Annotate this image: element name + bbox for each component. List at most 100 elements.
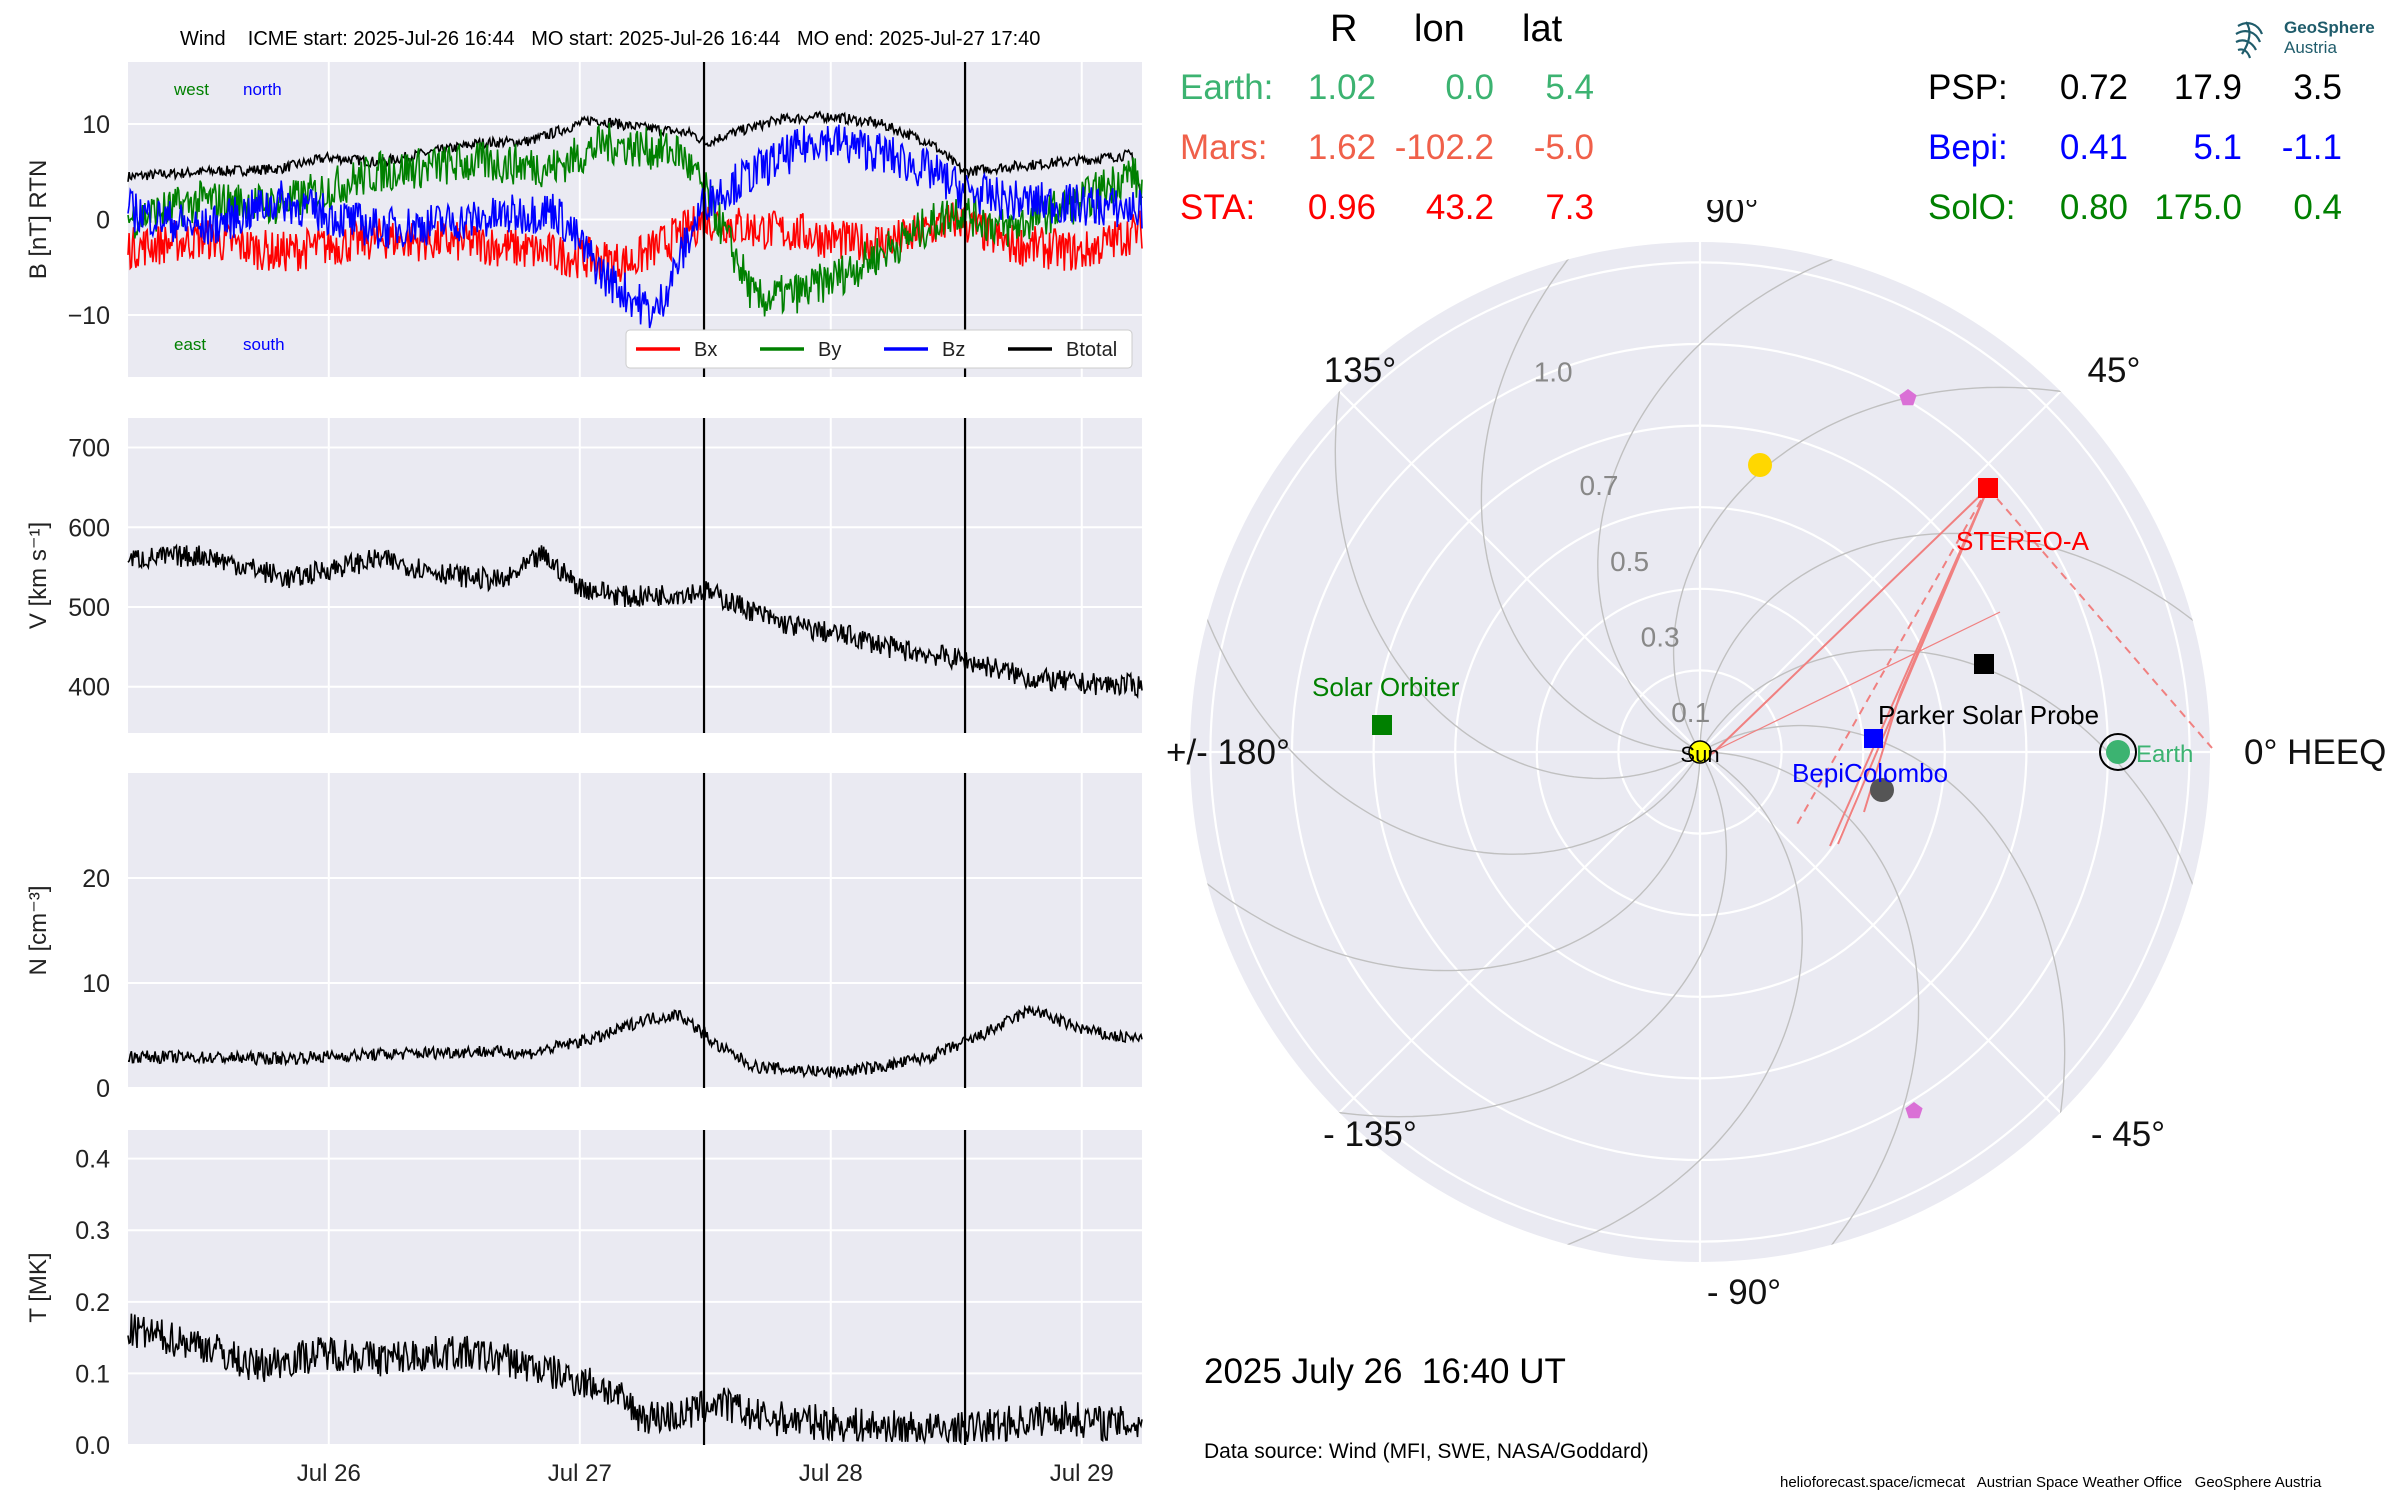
y-tick-label: 400 [68,674,110,702]
series-t [127,1313,1143,1445]
position-name-mars: Mars: [1180,128,1268,167]
polar-angle-label: - 45° [2091,1115,2165,1154]
annotation-west: west [173,80,209,99]
y-axis-label: V [km s⁻¹] [25,522,52,629]
y-axis-label: N [cm⁻³] [25,886,52,976]
panel-bg [128,418,1142,733]
y-tick-label: 0.0 [75,1432,110,1460]
x-tick-label: Jul 29 [1050,1460,1114,1487]
position-R-sta: 0.96 [1307,188,1376,227]
polar-angle-label: 135° [1324,351,1396,390]
polar-angle-label: - 135° [1323,1115,1417,1154]
position-name-earth: Earth: [1180,68,1274,107]
position-name-psp: PSP: [1928,68,2008,107]
stereo-fov-line [1711,611,2001,753]
positions-table: R lon lat Earth: 1.02 0.0 5.4 Mars: 1.62 -102.… [1160,0,2400,240]
series-by [127,122,1143,317]
polar-angle-label: - 90° [1707,1273,1781,1312]
stereo-fov-line [1899,487,1989,695]
position-R-mars: 1.62 [1307,128,1376,167]
y-tick-label: −10 [68,302,110,330]
position-R-psp: 0.72 [2059,68,2128,107]
legend-label: By [818,339,841,361]
geosphere-logo-icon [2235,21,2264,59]
polar-angle-label: 45° [2088,351,2141,390]
y-tick-label: 700 [68,435,110,463]
stereo-fov-line [1863,693,1901,813]
position-lon-earth: 0.0 [1445,68,1494,107]
stereo-a-label: STEREO-A [1956,526,2090,556]
parker-spiral [1190,751,1701,972]
position-lat-solo: 0.4 [2293,188,2342,227]
annotation-east: east [174,335,206,354]
parker-spiral [1305,751,1728,1118]
position-lat-earth: 5.4 [1545,68,1594,107]
polar-spoke [1699,390,2062,753]
panel-b: 10 0 −10 B [nT] RTN west north east south Bx By Bz… [25,62,1143,377]
polar-spoke [1699,751,2062,1114]
y-axis-label: T [MK] [25,1252,52,1322]
polar-r-label: 0.7 [1580,470,1619,501]
parker-spiral [1699,532,2210,753]
position-lat-mars: -5.0 [1533,128,1594,167]
stereo-a-marker [1978,478,1998,498]
position-name-solo: SolO: [1928,188,2016,227]
parker-spiral [1597,246,1865,753]
x-tick-label: Jul 28 [799,1460,863,1487]
panel-v: 700 600 500 400 V [km s⁻¹] [25,418,1143,733]
earth-marker [2106,740,2130,764]
geosphere-logo: GeoSphere Austria [2232,14,2375,64]
psp-label: Parker Solar Probe [1878,700,2099,730]
timeseries-figure: 10 0 −10 B [nT] RTN west north east south Bx By Bz… [25,62,1143,1487]
plot-datetime: 2025 July 26 16:40 UT [1204,1352,1566,1391]
panel-t: 0.4 0.3 0.2 0.1 0.0 T [MK] Jul 26 Jul 27 Jul 28 J… [25,1130,1143,1487]
polar-r-label: 0.1 [1671,697,1710,728]
y-tick-label: 0.3 [75,1217,110,1245]
position-R-solo: 0.80 [2059,188,2128,227]
x-tick-label: Jul 27 [548,1460,612,1487]
venus-marker [1748,453,1772,477]
credits: helioforecast.space/icmecat Austrian Spa… [1780,1474,2322,1491]
parker-spiral [1535,751,1803,1258]
y-tick-label: 20 [82,865,110,893]
planet-marker [1905,1102,1923,1119]
position-lon-mars: -102.2 [1394,128,1494,167]
bepi-label: BepiColombo [1792,758,1948,788]
y-tick-label: 0 [96,207,110,235]
polar-angle-label: 90° [1706,200,1759,230]
sun-marker [1688,740,1712,764]
legend-label: Bz [942,339,965,361]
polar-r-label: 1.0 [1534,357,1573,388]
parker-spiral [1699,724,2066,1147]
panel-bg [128,773,1142,1088]
position-lon-sta: 43.2 [1425,188,1494,227]
parker-spiral [1672,386,2095,753]
data-source: Data source: Wind (MFI, SWE, NASA/Goddar… [1204,1440,1649,1463]
logo-line2: Austria [2284,38,2337,57]
position-lat-bepi: -1.1 [2281,128,2342,167]
psp-marker [1974,654,1994,674]
solo-label: Solar Orbiter [1312,672,1460,702]
polar-angle-label: 0° HEEQ [2244,733,2386,772]
position-name-sta: STA: [1180,188,1256,227]
position-lon-bepi: 5.1 [2193,128,2242,167]
legend-label: Btotal [1066,339,1117,361]
mercury-marker [1870,778,1894,802]
bepi-marker [1864,729,1883,748]
y-tick-label: 0.1 [75,1360,110,1388]
position-R-earth: 1.02 [1307,68,1376,107]
parker-spiral [1699,751,1920,1262]
stereo-fov-dashed [1795,487,1989,827]
polar-angle-label: +/- 180° [1166,733,1290,772]
y-tick-label: 10 [82,111,110,139]
y-tick-label: 0.4 [75,1146,110,1174]
polar-spoke [1338,751,1701,1114]
panel-n: 20 10 0 N [cm⁻³] [25,773,1143,1103]
panel-bg [128,1130,1142,1445]
annotation-south: south [243,335,285,354]
position-R-bepi: 0.41 [2059,128,2128,167]
polar-spoke [1338,390,1701,753]
position-lon-psp: 17.9 [2173,68,2242,107]
position-lat-sta: 7.3 [1545,188,1594,227]
header-title: Wind ICME start: 2025-Jul-26 16:44 MO st… [180,28,1041,50]
